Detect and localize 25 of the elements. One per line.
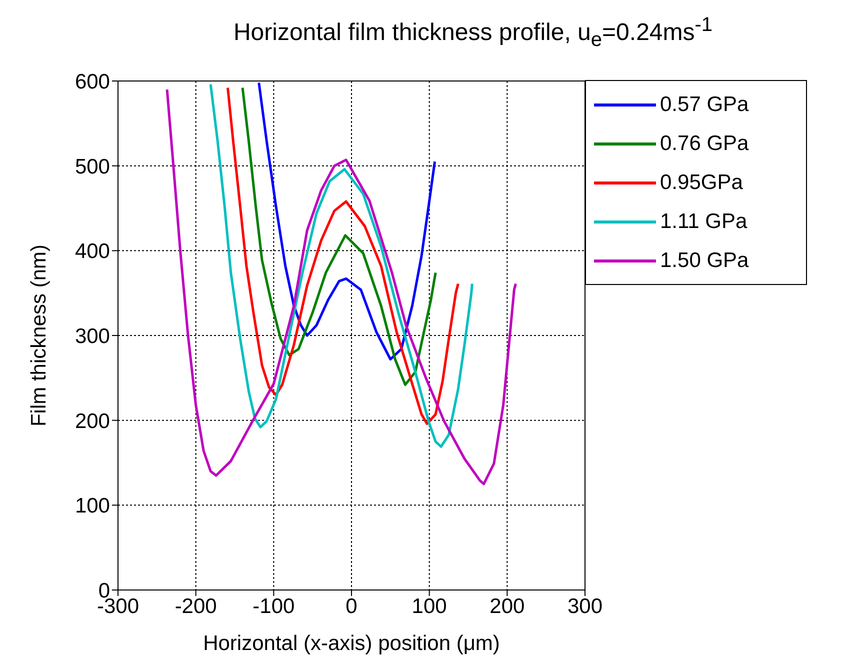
y-tick-label: 400	[74, 240, 110, 264]
legend-label: 0.95GPa	[660, 170, 743, 194]
line-series	[241, 86, 437, 386]
x-tick-label: -100	[252, 594, 295, 618]
line-series	[166, 88, 517, 486]
x-tick-label: 300	[567, 594, 603, 618]
x-tick-label: -200	[174, 594, 217, 618]
legend-label: 1.50 GPa	[660, 248, 749, 272]
line-series	[258, 81, 436, 361]
x-tick-label: 200	[490, 594, 525, 618]
y-tick-label: 600	[74, 70, 110, 94]
y-tick-label: 500	[74, 155, 110, 178]
x-axis-title: Horizontal (x-axis) position (μm)	[203, 632, 500, 655]
legend-label: 1.11 GPa	[660, 210, 748, 234]
legend-label: 0.57 GPa	[660, 92, 749, 116]
y-tick-label: 200	[74, 410, 110, 433]
line-series	[226, 86, 460, 425]
y-axis-title: Film thickness (nm)	[27, 244, 50, 427]
x-tick-label: 100	[412, 594, 447, 618]
x-tick-label: 0	[346, 594, 358, 618]
y-tick-label: 300	[74, 324, 110, 348]
y-tick-label: 100	[74, 494, 110, 518]
chart-title: Horizontal film thickness profile, u$_{e}$=0.24ms$^{-1}$	[232, 13, 714, 53]
legend-label: 0.76 GPa	[660, 132, 749, 156]
line-series	[209, 83, 474, 448]
